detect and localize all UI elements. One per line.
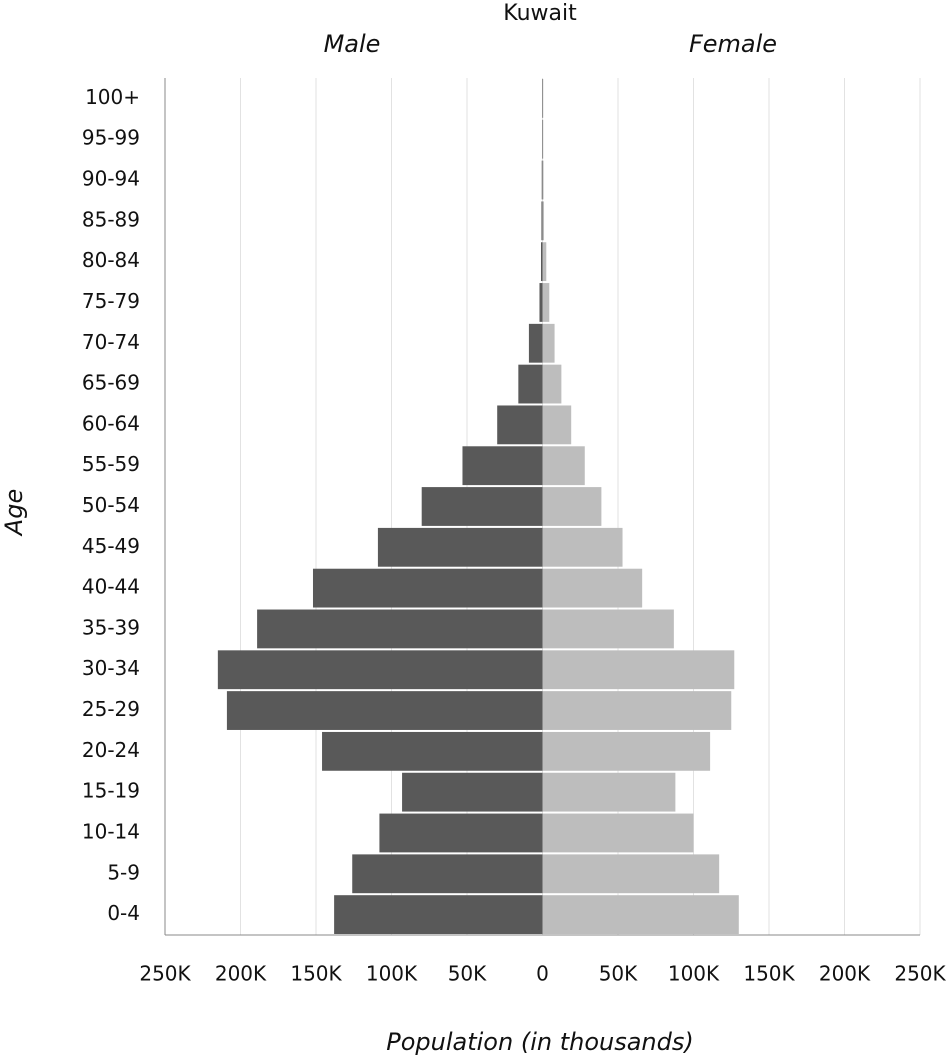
- y-tick-label: 90-94: [82, 167, 140, 191]
- bar: [322, 731, 543, 771]
- chart-title: Kuwait: [503, 1, 577, 26]
- bar: [542, 405, 572, 445]
- bar: [528, 323, 543, 363]
- bar: [539, 283, 543, 322]
- x-tick-label: 150K: [290, 962, 342, 986]
- y-tick-label: 100+: [85, 85, 140, 109]
- bar: [497, 405, 543, 445]
- y-tick-label: 35-39: [82, 615, 140, 639]
- bar: [542, 691, 732, 730]
- x-tick-label: 250K: [894, 962, 946, 986]
- bar: [462, 446, 543, 486]
- y-tick-label: 25-29: [82, 697, 140, 721]
- bar: [217, 650, 543, 690]
- y-tick-label: 55-59: [82, 452, 140, 476]
- bar: [541, 160, 543, 200]
- bar: [542, 79, 544, 118]
- bar: [542, 119, 544, 159]
- x-tick-label: 200K: [215, 962, 267, 986]
- y-tick-label: 80-84: [82, 248, 140, 272]
- y-tick-label: 15-19: [82, 779, 140, 803]
- bar: [542, 731, 711, 771]
- y-tick-label: 65-69: [82, 371, 140, 395]
- bar: [379, 813, 543, 853]
- x-tick-label: 100K: [668, 962, 720, 986]
- bar: [541, 201, 543, 241]
- y-axis-label: Age: [0, 489, 28, 537]
- y-tick-label: 40-44: [82, 575, 140, 599]
- legend-entry: Female: [689, 30, 777, 58]
- bar: [542, 201, 545, 241]
- bar: [312, 568, 543, 608]
- bar: [542, 527, 623, 567]
- bar: [542, 609, 674, 649]
- y-tick-label: 70-74: [82, 330, 140, 354]
- legend-entry: Male: [324, 30, 381, 58]
- x-tick-label: 50K: [448, 962, 487, 986]
- bar: [542, 772, 676, 812]
- bar: [542, 487, 602, 526]
- bar: [542, 813, 694, 853]
- bar: [542, 283, 550, 322]
- y-tick-label: 45-49: [82, 534, 140, 558]
- bar: [226, 691, 543, 730]
- bar: [542, 323, 555, 363]
- bar: [542, 364, 562, 404]
- bar: [542, 650, 735, 690]
- x-tick-label: 200K: [819, 962, 871, 986]
- y-tick-label: 60-64: [82, 411, 140, 435]
- bar: [334, 895, 543, 934]
- y-tick-label: 20-24: [82, 738, 140, 762]
- y-tick-label: 10-14: [82, 819, 140, 843]
- x-tick-label: 100K: [366, 962, 418, 986]
- x-axis-label: Population (in thousands): [386, 1028, 694, 1056]
- bar: [377, 527, 543, 567]
- y-tick-label: 95-99: [82, 126, 140, 150]
- bar: [542, 895, 739, 934]
- bar: [542, 568, 643, 608]
- bar: [257, 609, 543, 649]
- y-tick-label: 0-4: [107, 901, 140, 925]
- bar: [518, 364, 543, 404]
- x-tick-label: 50K: [599, 962, 638, 986]
- y-tick-label: 30-34: [82, 656, 140, 680]
- bar: [421, 487, 543, 526]
- x-tick-label: 0: [536, 962, 549, 986]
- y-tick-label: 5-9: [107, 860, 140, 884]
- bar: [402, 772, 543, 812]
- y-tick-label: 85-89: [82, 207, 140, 231]
- x-tick-label: 150K: [743, 962, 795, 986]
- y-tick-label: 50-54: [82, 493, 140, 517]
- x-tick-label: 250K: [139, 962, 191, 986]
- bar: [542, 160, 544, 200]
- bar: [542, 242, 547, 282]
- bar: [352, 854, 543, 894]
- y-tick-label: 75-79: [82, 289, 140, 313]
- bar: [542, 854, 720, 894]
- bar: [540, 242, 543, 282]
- bar: [542, 446, 585, 486]
